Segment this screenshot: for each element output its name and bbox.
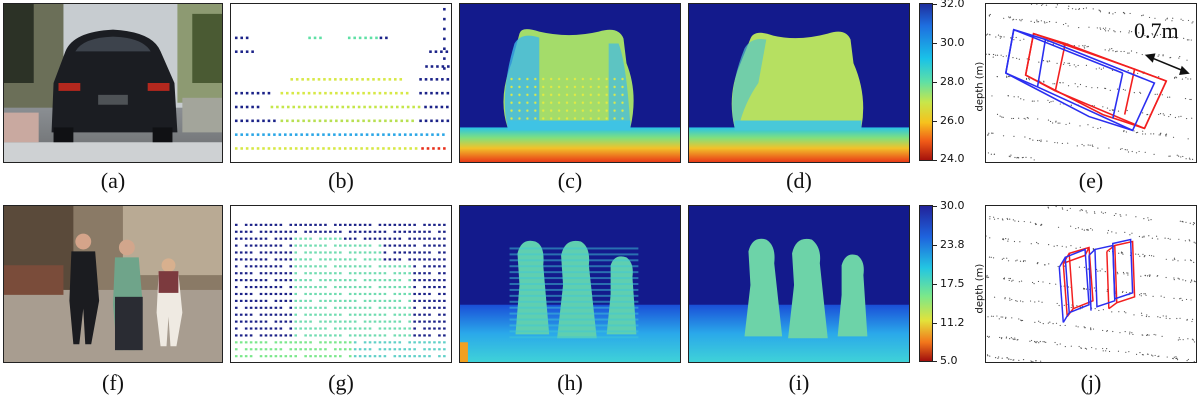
caption-j: (j) [1080,370,1102,395]
panel-i-refined-depth-map [688,205,910,363]
caption-f: (f) [102,370,124,395]
caption-e: (e) [1078,168,1104,193]
panel-c-depth-map [459,3,681,163]
colorbar-bottom-tick-1: 23.8 [940,238,965,251]
distance-annotation: 0.7m [1134,18,1179,43]
panel-d-refined-depth-map [688,3,910,163]
colorbar-bottom-label: depth (m) [974,263,986,314]
panel-j-3d-boxes [985,205,1197,363]
panel-a-car-rgb-image [3,3,223,163]
caption-g: (g) [328,370,354,395]
caption-c: (c) [557,168,583,193]
colorbar-top-tick-4: 24.0 [940,152,965,165]
colorbar-bottom-tick-4: 5.0 [940,354,958,367]
measurement-arrow-icon [1144,53,1190,76]
colorbar-top-label: depth (m) [974,61,986,112]
red-3d-box [1024,32,1168,130]
panel-h-depth-map [459,205,681,363]
colorbar-bottom-tick-2: 17.5 [940,277,965,290]
caption-b: (b) [328,168,354,193]
panel-f-pedestrians-rgb-image [3,205,223,363]
caption-h: (h) [557,370,583,395]
panel-g-sparse-points [230,205,452,363]
colorbar-bottom-tick-0: 30.0 [940,199,965,212]
colorbar-bottom [919,205,933,362]
colorbar-top [919,3,933,161]
blue-3d-boxes [1058,238,1134,323]
caption-d: (d) [786,168,812,193]
caption-i: (i) [788,370,810,395]
colorbar-bottom-tick-3: 11.2 [940,316,965,329]
panel-b-sparse-points [230,3,452,163]
panel-e-3d-boxes [985,3,1197,163]
blue-3d-box [1004,28,1156,132]
colorbar-top-tick-3: 26.0 [940,114,965,127]
colorbar-top-tick-0: 32.0 [940,0,965,10]
caption-a: (a) [100,168,126,193]
colorbar-top-tick-2: 28.0 [940,75,965,88]
colorbar-top-tick-1: 30.0 [940,36,965,49]
